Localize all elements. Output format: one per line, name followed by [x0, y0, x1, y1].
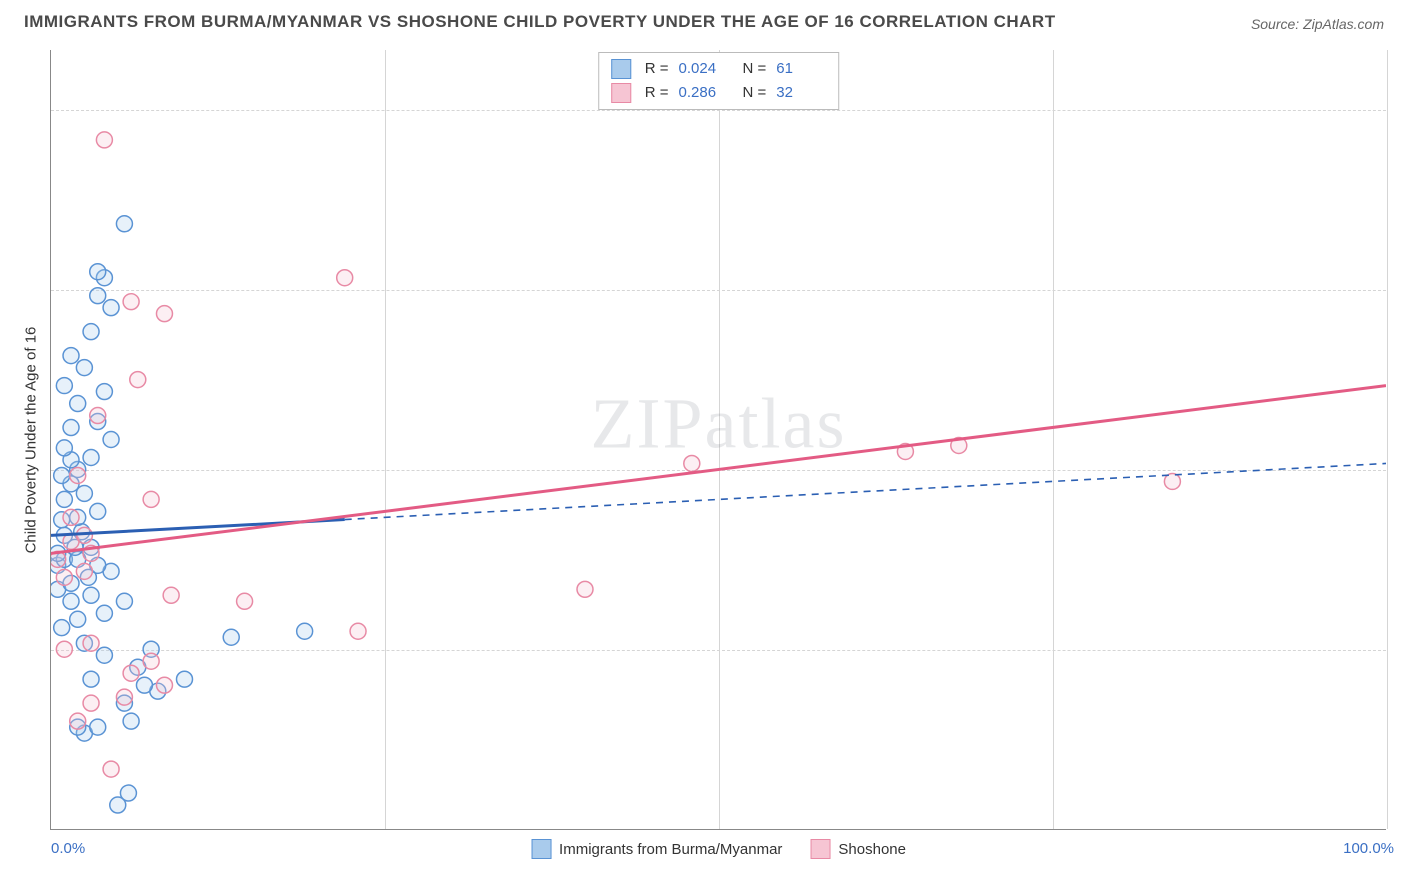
data-point — [120, 785, 136, 801]
data-point — [70, 467, 86, 483]
data-point — [83, 671, 99, 687]
data-point — [90, 408, 106, 424]
data-point — [297, 623, 313, 639]
legend-label-series-1: Immigrants from Burma/Myanmar — [559, 841, 782, 858]
data-point — [156, 306, 172, 322]
data-point — [103, 300, 119, 316]
legend-item-series-1: Immigrants from Burma/Myanmar — [531, 839, 782, 859]
data-point — [56, 569, 72, 585]
data-point — [90, 503, 106, 519]
data-point — [96, 605, 112, 621]
data-point — [70, 396, 86, 412]
data-point — [116, 216, 132, 232]
data-point — [96, 132, 112, 148]
data-point — [54, 620, 70, 636]
legend-bottom: Immigrants from Burma/Myanmar Shoshone — [531, 839, 906, 859]
data-point — [56, 641, 72, 657]
stat-r-value-1: 0.024 — [679, 57, 729, 81]
data-point — [684, 455, 700, 471]
data-point — [103, 432, 119, 448]
source-attribution: Source: ZipAtlas.com — [1251, 16, 1384, 32]
data-point — [130, 372, 146, 388]
data-point — [223, 629, 239, 645]
legend-stats-row-2: R = 0.286 N = 32 — [611, 81, 827, 105]
data-point — [90, 288, 106, 304]
data-point — [177, 671, 193, 687]
stat-n-value-1: 61 — [776, 57, 826, 81]
legend-stats-box: R = 0.024 N = 61 R = 0.286 N = 32 — [598, 52, 840, 110]
data-point — [63, 593, 79, 609]
data-point — [54, 467, 70, 483]
data-point — [63, 348, 79, 364]
data-point — [143, 653, 159, 669]
data-point — [83, 695, 99, 711]
legend-label-series-2: Shoshone — [838, 841, 906, 858]
data-point — [237, 593, 253, 609]
data-point — [96, 647, 112, 663]
data-point — [163, 587, 179, 603]
data-point — [123, 713, 139, 729]
data-point — [103, 761, 119, 777]
data-point — [83, 635, 99, 651]
data-point — [143, 491, 159, 507]
y-axis-label: Child Poverty Under the Age of 16 — [23, 326, 40, 553]
gridline-v — [1387, 50, 1388, 829]
trend-line — [51, 386, 1386, 554]
data-point — [350, 623, 366, 639]
data-point — [56, 491, 72, 507]
data-point — [63, 420, 79, 436]
stat-n-value-2: 32 — [776, 81, 826, 105]
data-point — [123, 294, 139, 310]
data-point — [83, 449, 99, 465]
data-point — [90, 719, 106, 735]
data-point — [56, 440, 72, 456]
x-tick-start: 0.0% — [51, 840, 85, 857]
data-point — [83, 324, 99, 340]
data-point — [123, 665, 139, 681]
data-point — [136, 677, 152, 693]
x-tick-end: 100.0% — [1343, 840, 1394, 857]
legend-swatch-series-2 — [810, 839, 830, 859]
data-point — [63, 509, 79, 525]
plot-area: Child Poverty Under the Age of 16 15.0%3… — [50, 50, 1386, 830]
chart-title: IMMIGRANTS FROM BURMA/MYANMAR VS SHOSHON… — [24, 12, 1056, 32]
stat-n-label: N = — [743, 81, 767, 105]
data-point — [116, 593, 132, 609]
chart-svg-layer — [51, 50, 1386, 829]
legend-item-series-2: Shoshone — [810, 839, 906, 859]
data-point — [83, 587, 99, 603]
data-point — [116, 689, 132, 705]
legend-swatch-series-2 — [611, 83, 631, 103]
trend-line — [345, 463, 1386, 519]
data-point — [76, 563, 92, 579]
y-tick-label: 45.0% — [1394, 282, 1406, 299]
stat-r-label: R = — [645, 57, 669, 81]
data-point — [76, 360, 92, 376]
data-point — [96, 384, 112, 400]
stat-r-value-2: 0.286 — [679, 81, 729, 105]
data-point — [70, 713, 86, 729]
legend-swatch-series-1 — [531, 839, 551, 859]
data-point — [90, 264, 106, 280]
data-point — [337, 270, 353, 286]
data-point — [70, 611, 86, 627]
y-tick-label: 15.0% — [1394, 642, 1406, 659]
stat-n-label: N = — [743, 57, 767, 81]
y-tick-label: 60.0% — [1394, 102, 1406, 119]
data-point — [156, 677, 172, 693]
data-point — [56, 378, 72, 394]
legend-swatch-series-1 — [611, 59, 631, 79]
stat-r-label: R = — [645, 81, 669, 105]
legend-stats-row-1: R = 0.024 N = 61 — [611, 57, 827, 81]
data-point — [577, 581, 593, 597]
y-tick-label: 30.0% — [1394, 462, 1406, 479]
